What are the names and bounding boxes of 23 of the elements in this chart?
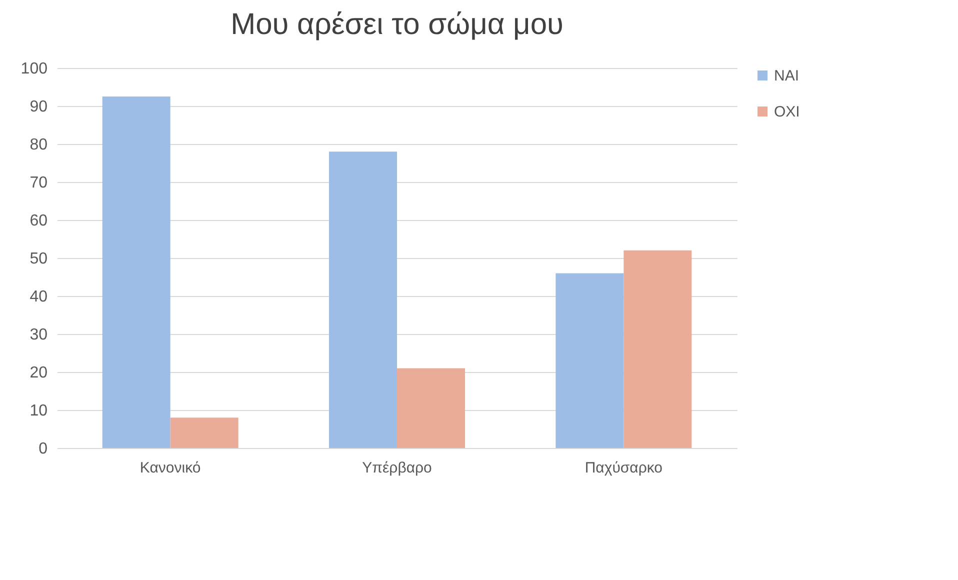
- y-tick-label: 40: [30, 288, 48, 306]
- x-tick-label: Κανονικό: [140, 460, 201, 476]
- y-tick-label: 60: [30, 212, 48, 230]
- legend-label: ΟΧΙ: [774, 104, 800, 120]
- y-tick-label: 30: [30, 326, 48, 344]
- y-tick-label: 100: [20, 60, 48, 78]
- x-tick-label: Παχύσαρκο: [584, 460, 663, 476]
- x-tick-label: Υπέρβαρο: [362, 460, 432, 476]
- bar: [102, 96, 170, 448]
- bar: [624, 250, 692, 448]
- bar: [329, 152, 397, 448]
- y-tick-label: 90: [30, 98, 48, 116]
- y-tick-label: 50: [30, 250, 48, 268]
- y-tick-label: 70: [30, 174, 48, 192]
- bar: [556, 273, 624, 448]
- bar: [170, 418, 238, 448]
- bar: [397, 368, 465, 448]
- y-tick-label: 80: [30, 136, 48, 154]
- y-tick-label: 20: [30, 364, 48, 382]
- chart-title: Μου αρέσει το σώμα μου: [230, 8, 564, 41]
- legend-label: ΝΑΙ: [774, 68, 800, 84]
- y-tick-label: 0: [38, 440, 48, 458]
- y-tick-label: 10: [30, 402, 48, 420]
